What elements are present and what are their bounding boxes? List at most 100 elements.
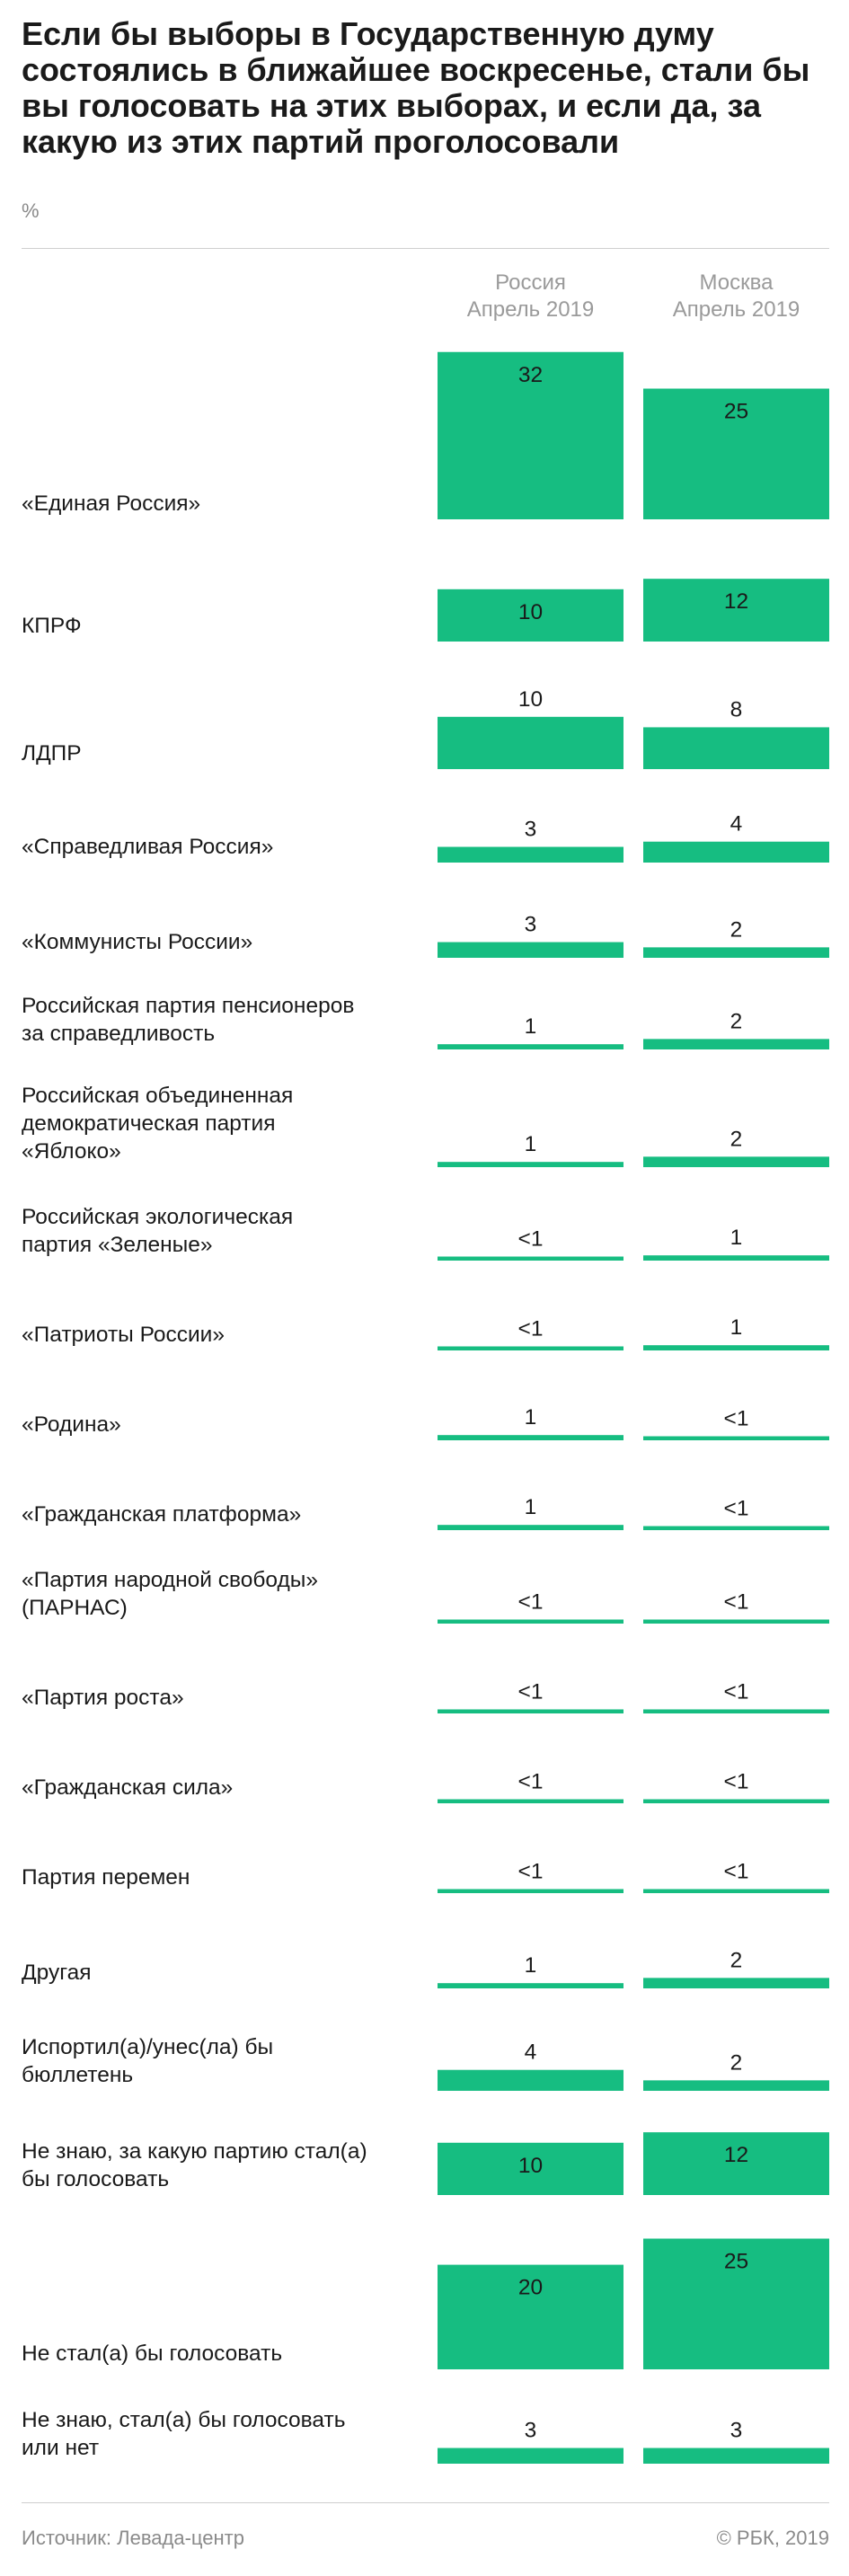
value-label-moscow: 12 — [724, 2143, 748, 2167]
unit-label: % — [22, 199, 40, 222]
category-label-line: Российская экологическая — [22, 1205, 293, 1229]
column-header-russia-line-1: Россия — [495, 270, 566, 295]
category-label-line: «Родина» — [22, 1412, 121, 1437]
category-label-line: за справедливость — [22, 1022, 215, 1046]
bar-russia — [438, 589, 623, 642]
bar-russia — [438, 1799, 623, 1803]
value-label-russia: 1 — [525, 1014, 537, 1039]
value-label-russia: 3 — [525, 913, 537, 937]
bar-moscow — [643, 2448, 829, 2464]
category-label: КПРФ — [22, 614, 82, 638]
bar-russia — [438, 716, 623, 769]
category-label: Не стал(а) бы голосовать — [22, 2341, 282, 2366]
value-label-moscow: <1 — [724, 1860, 749, 1884]
value-label-moscow: <1 — [724, 1590, 749, 1615]
bar-russia — [438, 1619, 623, 1624]
category-label: «Патриоты России» — [22, 1323, 225, 1347]
bar-moscow — [643, 2080, 829, 2091]
category-label-line: КПРФ — [22, 614, 82, 638]
value-label-moscow: 3 — [730, 2419, 743, 2443]
value-label-moscow: 25 — [724, 400, 748, 424]
bar-russia — [438, 942, 623, 958]
value-label-moscow: <1 — [724, 1497, 749, 1521]
category-label-line: «Партия народной свободы» — [22, 1568, 318, 1592]
bar-moscow — [643, 1799, 829, 1803]
column-header-moscow-line-2: Апрель 2019 — [672, 297, 800, 322]
column-header-moscow-line-1: Москва — [699, 270, 774, 295]
bar-moscow — [643, 727, 829, 769]
value-label-moscow: 2 — [730, 1009, 743, 1033]
bar-moscow — [643, 1709, 829, 1713]
value-label-moscow: 4 — [730, 812, 743, 837]
category-label-line: «Партия роста» — [22, 1686, 184, 1710]
value-label-russia: <1 — [518, 1590, 544, 1615]
category-label: «Родина» — [22, 1412, 121, 1437]
bar-moscow — [643, 2132, 829, 2195]
bar-russia — [438, 2142, 623, 2195]
bar-moscow — [643, 1345, 829, 1350]
category-label-line: «Гражданская платформа» — [22, 1502, 301, 1527]
category-label-line: Российская партия пенсионеров — [22, 994, 354, 1018]
bar-moscow — [643, 2238, 829, 2369]
category-label-line: Не знаю, стал(а) бы голосовать — [22, 2408, 345, 2432]
value-label-russia: 20 — [518, 2276, 543, 2300]
category-label: Российская объединенная демократическая п… — [22, 1084, 293, 1164]
category-label-line: Российская объединенная — [22, 1084, 293, 1108]
bar-moscow — [643, 1255, 829, 1261]
bar-moscow — [643, 388, 829, 519]
bar-moscow — [643, 1889, 829, 1893]
value-label-moscow: 1 — [730, 1226, 743, 1250]
value-label-russia: 1 — [525, 1132, 537, 1156]
value-label-russia: 4 — [525, 2040, 537, 2065]
bar-russia — [438, 1983, 623, 1988]
category-label-line: партия «Зеленые» — [22, 1233, 213, 1257]
column-header-russia: Россия Апрель 2019 — [438, 270, 623, 323]
value-label-russia: <1 — [518, 1770, 544, 1794]
value-label-russia: 10 — [518, 600, 543, 624]
bar-russia — [438, 2264, 623, 2369]
category-label: ЛДПР — [22, 741, 82, 766]
category-label: «Единая Россия» — [22, 491, 200, 516]
category-label: «Коммунисты России» — [22, 930, 252, 954]
bar-russia — [438, 2448, 623, 2464]
category-label: Партия перемен — [22, 1865, 190, 1890]
column-header-russia-line-2: Апрель 2019 — [466, 297, 595, 322]
category-label-line: «Коммунисты России» — [22, 930, 252, 954]
category-label: «Справедливая Россия» — [22, 835, 273, 859]
category-label-line: «Справедливая Россия» — [22, 835, 273, 859]
value-label-russia: <1 — [518, 1680, 544, 1704]
value-label-moscow: <1 — [724, 1680, 749, 1704]
value-label-moscow: 2 — [730, 1948, 743, 1972]
category-label-line: бы голосовать — [22, 2167, 169, 2191]
bar-moscow — [643, 1156, 829, 1167]
category-label-line: Партия перемен — [22, 1865, 190, 1890]
value-label-moscow: 12 — [724, 589, 748, 614]
category-label: «Гражданская платформа» — [22, 1502, 301, 1527]
value-label-moscow: <1 — [724, 1770, 749, 1794]
category-label-line: «Патриоты России» — [22, 1323, 225, 1347]
category-label-line: ЛДПР — [22, 741, 82, 766]
value-label-moscow: 25 — [724, 2250, 748, 2274]
category-label-line: или нет — [22, 2436, 99, 2460]
column-header-moscow: Москва Апрель 2019 — [643, 270, 829, 323]
bar-moscow — [643, 579, 829, 642]
value-label-russia: 10 — [518, 2154, 543, 2178]
value-label-russia: 3 — [525, 818, 537, 842]
value-label-moscow: 2 — [730, 1127, 743, 1151]
source-note: Источник: Левада-центр — [22, 2527, 244, 2549]
bar-moscow — [643, 947, 829, 958]
category-label: «Партия народной свободы» (ПАРНАС) — [22, 1568, 318, 1620]
bar-russia — [438, 1709, 623, 1713]
category-label-line: Не стал(а) бы голосовать — [22, 2341, 282, 2366]
value-label-moscow: 1 — [730, 1315, 743, 1340]
value-label-russia: 32 — [518, 363, 543, 387]
category-label: Российская экологическая партия «Зеленые» — [22, 1205, 293, 1257]
category-label-line: демократическая партия — [22, 1111, 275, 1136]
bar-moscow — [643, 1526, 829, 1530]
category-label-line: Не знаю, за какую партию стал(а) — [22, 2139, 367, 2164]
top-divider — [22, 248, 829, 249]
value-label-moscow: <1 — [724, 1407, 749, 1431]
copyright-note: © РБК, 2019 — [716, 2527, 829, 2549]
bar-russia — [438, 1256, 623, 1261]
